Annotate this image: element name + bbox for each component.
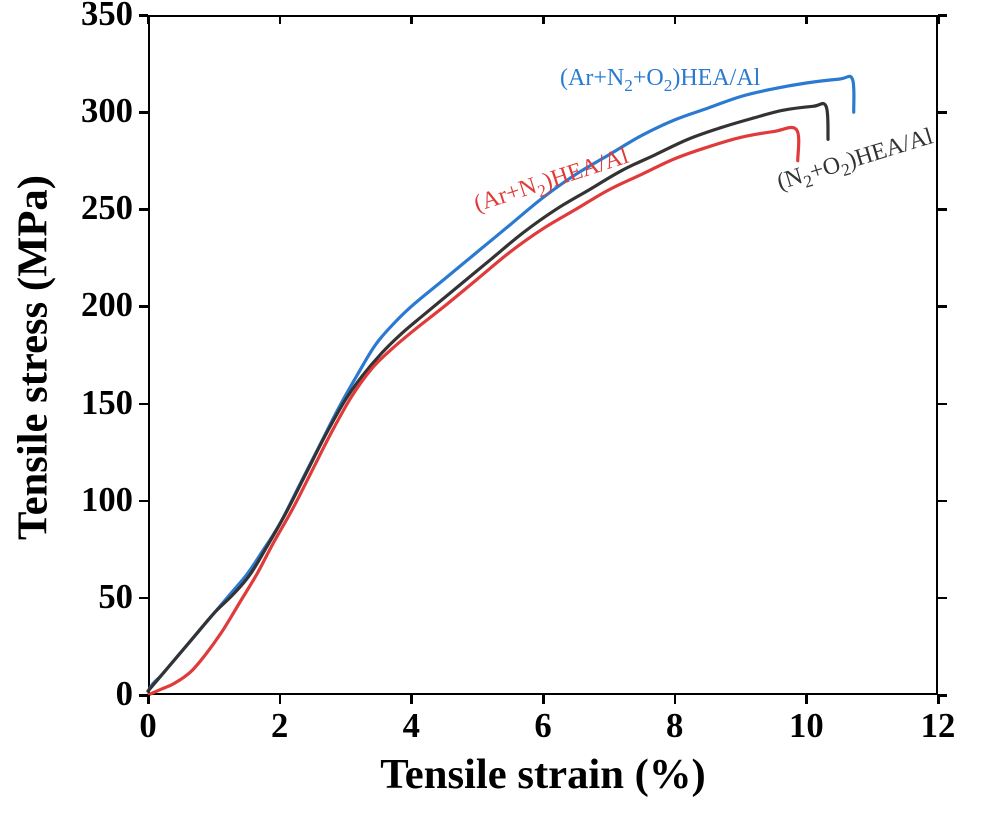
y-tick-mark (938, 500, 947, 503)
x-tick-mark (805, 15, 808, 24)
x-tick-label: 6 (513, 707, 573, 746)
x-tick-mark (674, 15, 677, 24)
y-tick-label: 250 (53, 189, 133, 228)
y-tick-mark (139, 597, 148, 600)
blue-curve-label: (Ar+N2+O2)HEA/Al (560, 65, 760, 92)
y-tick-mark (938, 403, 947, 406)
x-tick-mark (805, 695, 808, 704)
y-tick-label: 0 (53, 675, 133, 714)
y-tick-mark (938, 305, 947, 308)
x-tick-mark (410, 15, 413, 24)
y-axis-label: Tensile stress (MPa) (9, 18, 58, 698)
stress-strain-chart: Tensile strain (%) Tensile stress (MPa) … (0, 0, 1000, 814)
x-tick-label: 8 (645, 707, 705, 746)
x-tick-mark (542, 15, 545, 24)
x-tick-mark (279, 695, 282, 704)
y-tick-mark (938, 597, 947, 600)
y-tick-mark (139, 111, 148, 114)
x-tick-label: 12 (908, 707, 968, 746)
y-tick-label: 150 (53, 384, 133, 423)
x-tick-mark (279, 15, 282, 24)
y-tick-mark (938, 208, 947, 211)
y-tick-label: 50 (53, 578, 133, 617)
y-tick-label: 350 (53, 0, 133, 34)
y-tick-label: 200 (53, 286, 133, 325)
x-tick-label: 2 (250, 707, 310, 746)
y-tick-mark (139, 305, 148, 308)
curves-svg (0, 0, 1000, 814)
y-tick-mark (938, 694, 947, 697)
y-tick-mark (938, 111, 947, 114)
x-tick-label: 10 (776, 707, 836, 746)
y-tick-mark (139, 694, 148, 697)
y-tick-label: 100 (53, 481, 133, 520)
y-tick-mark (139, 14, 148, 17)
red-curve (148, 127, 799, 695)
x-tick-mark (674, 695, 677, 704)
y-tick-mark (139, 403, 148, 406)
y-tick-label: 300 (53, 92, 133, 131)
x-tick-mark (542, 695, 545, 704)
x-tick-label: 4 (381, 707, 441, 746)
x-axis-label: Tensile strain (%) (148, 750, 938, 799)
y-tick-mark (139, 500, 148, 503)
y-tick-mark (938, 14, 947, 17)
blue-curve (148, 76, 854, 691)
x-tick-mark (410, 695, 413, 704)
y-tick-mark (139, 208, 148, 211)
